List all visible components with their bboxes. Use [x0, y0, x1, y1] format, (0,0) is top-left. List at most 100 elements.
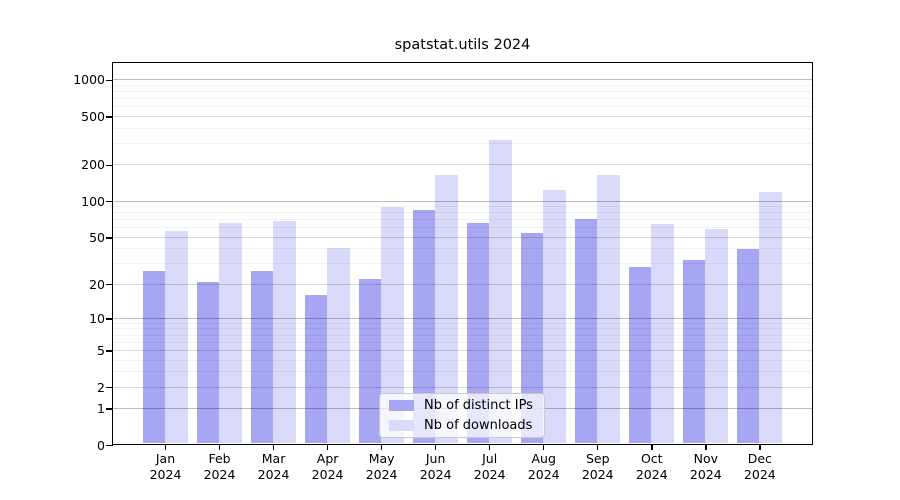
y-tick-mark	[106, 237, 113, 239]
bar-downloads-aug	[543, 189, 566, 444]
legend: Nb of distinct IPs Nb of downloads	[379, 393, 545, 438]
bar-downloads-jan	[165, 230, 188, 444]
x-tick-mark	[434, 443, 437, 450]
bar-ips-oct	[628, 267, 652, 444]
bar-downloads-feb	[219, 222, 242, 444]
y-tick-mark	[106, 164, 113, 167]
x-tick-label-feb: Feb 2024	[203, 451, 236, 482]
x-tick-label-jul: Jul 2024	[473, 451, 506, 482]
bar-ips-dec	[736, 248, 760, 444]
x-tick-label-nov: Nov 2024	[689, 451, 722, 482]
y-tick-mark	[106, 350, 113, 352]
bar-downloads-apr	[327, 247, 350, 444]
y-tick-mark	[106, 200, 113, 203]
legend-item-distinct-ips: Nb of distinct IPs	[389, 397, 544, 414]
bar-ips-may	[358, 279, 382, 444]
gridline-20	[112, 283, 812, 285]
x-tick-mark	[326, 443, 329, 450]
y-tick-label-100: 100	[81, 193, 105, 209]
gridline-10	[112, 317, 812, 319]
y-tick-label-2: 2	[97, 379, 105, 395]
gridline-2	[112, 386, 812, 388]
bar-ips-feb	[196, 281, 220, 444]
y-tick-label-50: 50	[89, 229, 105, 245]
gridline-30	[112, 263, 812, 265]
legend-label: Nb of downloads	[424, 418, 533, 433]
bar-downloads-jun	[435, 175, 458, 444]
bar-ips-apr	[304, 295, 328, 444]
x-tick-label-apr: Apr 2024	[311, 451, 344, 482]
y-tick-mark	[106, 386, 113, 389]
x-tick-label-oct: Oct 2024	[635, 451, 668, 482]
bar-ips-jun	[412, 209, 436, 444]
x-tick-mark	[759, 443, 761, 450]
bar-ips-jan	[142, 270, 165, 444]
x-tick-label-mar: Mar 2024	[257, 451, 290, 482]
gridline-60	[112, 227, 812, 229]
x-tick-mark	[596, 443, 599, 450]
y-tick-mark	[106, 116, 113, 118]
bar-downloads-sep	[597, 174, 620, 444]
x-tick-mark	[380, 443, 383, 450]
y-tick-label-10: 10	[89, 310, 105, 326]
x-tick-label-dec: Dec 2024	[743, 451, 776, 482]
bar-downloads-jul	[489, 140, 512, 444]
x-tick-label-jan: Jan 2024	[149, 451, 182, 482]
gridline-40	[112, 248, 812, 250]
gridline-8	[112, 328, 812, 330]
y-tick-mark	[106, 318, 113, 320]
gridline-500	[112, 116, 812, 118]
x-tick-label-jun: Jun 2024	[419, 451, 452, 482]
x-tick-mark	[164, 443, 167, 450]
bar-downloads-mar	[273, 221, 296, 444]
bar-ips-jul	[466, 222, 490, 444]
x-tick-mark	[651, 443, 653, 450]
x-tick-label-aug: Aug 2024	[527, 451, 560, 482]
x-tick-label-may: May 2024	[365, 451, 398, 482]
gridline-800	[112, 91, 812, 93]
y-tick-mark	[106, 444, 113, 447]
gridline-7	[112, 334, 812, 336]
y-tick-label-1: 1	[97, 400, 105, 416]
gridline-50	[112, 236, 812, 238]
x-tick-mark	[488, 443, 491, 450]
gridline-600	[112, 106, 812, 108]
gridline-4	[112, 359, 812, 361]
y-tick-mark	[106, 283, 113, 286]
legend-label: Nb of distinct IPs	[424, 398, 533, 413]
x-tick-mark	[542, 443, 545, 450]
gridline-9	[112, 322, 812, 324]
gridline-6	[112, 341, 812, 343]
bar-downloads-dec	[759, 192, 782, 444]
gridline-1000	[112, 79, 812, 81]
y-tick-label-200: 200	[81, 157, 105, 173]
y-tick-mark	[106, 79, 113, 82]
gridline-80	[112, 212, 812, 214]
gridline-700	[112, 98, 812, 100]
gridline-90	[112, 206, 812, 208]
x-tick-mark	[218, 443, 221, 450]
chart-title: spatstat.utils 2024	[394, 37, 531, 53]
y-tick-label-1000: 1000	[73, 72, 105, 88]
y-tick-mark	[106, 408, 113, 410]
y-tick-label-20: 20	[89, 276, 105, 292]
bar-ips-sep	[574, 219, 598, 444]
bar-downloads-may	[381, 207, 404, 444]
gridline-100	[112, 200, 812, 202]
bar-ips-nov	[682, 260, 706, 444]
x-tick-label-sep: Sep 2024	[581, 451, 614, 482]
gridline-200	[112, 164, 812, 166]
bar-downloads-oct	[651, 223, 674, 444]
x-tick-mark	[705, 443, 707, 450]
legend-swatch-icon	[389, 420, 414, 431]
y-tick-label-0: 0	[97, 437, 105, 453]
gridline-900	[112, 85, 812, 87]
plot-area	[111, 61, 813, 445]
gridline-5	[112, 349, 812, 351]
gridline-400	[112, 127, 812, 129]
legend-swatch-icon	[389, 400, 414, 411]
y-tick-label-5: 5	[97, 342, 105, 358]
x-tick-mark	[272, 443, 275, 450]
y-tick-label-500: 500	[81, 109, 105, 125]
